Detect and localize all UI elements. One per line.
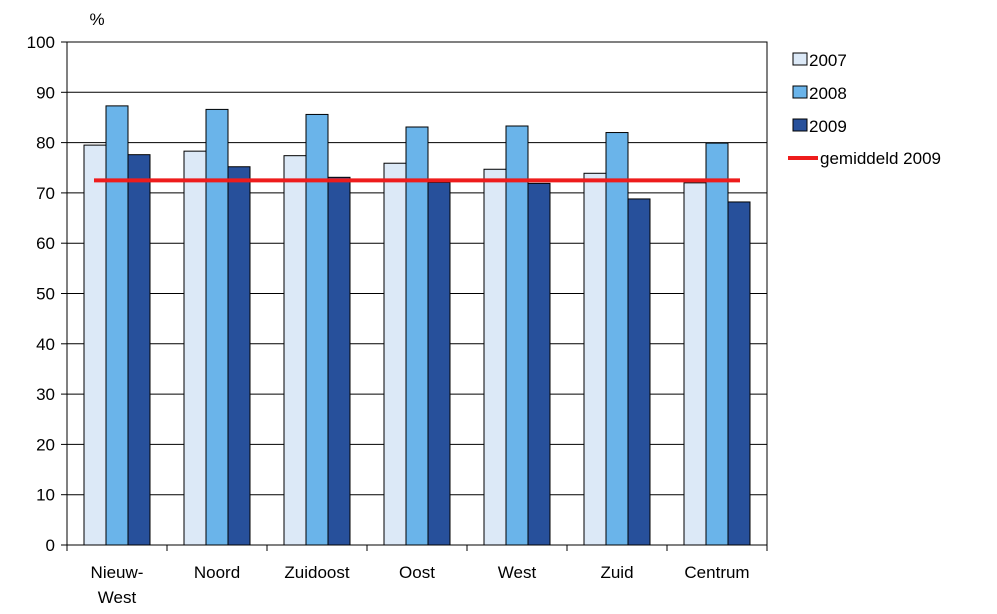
legend-label: 2007 (809, 51, 847, 70)
bar-2008-6 (705, 142, 729, 546)
y-tick-label: 0 (46, 536, 55, 555)
bar-2009-4 (527, 182, 551, 546)
bar-2009-5 (627, 198, 651, 546)
x-category-label-line: Oost (399, 563, 435, 582)
x-category-label: Zuid (600, 563, 633, 582)
bar-2008-3 (405, 126, 429, 546)
y-tick-label: 100 (27, 33, 55, 52)
x-category-label-line: Nieuw- (91, 563, 144, 582)
axes (61, 41, 768, 551)
bar-2008-4 (505, 125, 529, 546)
bar-2007-6 (683, 182, 707, 546)
bar-2009-2 (327, 176, 351, 546)
bar-2009-6 (727, 201, 751, 546)
bar-2009-1 (227, 166, 251, 546)
y-tick-label: 30 (36, 385, 55, 404)
x-category-label-line: West (498, 563, 537, 582)
bars (83, 105, 751, 546)
bar-2007-5 (583, 172, 607, 546)
axis-labels: 0 10 20 30 40 50 60 70 80 90 100% Nieuw- West Noord Zu… (27, 10, 750, 607)
y-tick-label: 70 (36, 184, 55, 203)
y-tick-label: 20 (36, 435, 55, 454)
plot-frame (66, 41, 768, 546)
x-category-label-line: Zuid (600, 563, 633, 582)
legend: 2007 2008 2009 gemiddeld 2009 (788, 51, 941, 168)
bar-2007-1 (183, 150, 207, 546)
legend-swatch-2009 (792, 118, 808, 132)
x-category-label: West (498, 563, 537, 582)
legend-swatch-2007 (792, 52, 808, 66)
x-category-label: Zuidoost (284, 563, 349, 582)
y-tick-label: 60 (36, 234, 55, 253)
bar-2008-1 (205, 108, 229, 546)
legend-label: gemiddeld 2009 (820, 149, 941, 168)
bar-2007-3 (383, 162, 407, 546)
bar-2007-0 (83, 144, 107, 546)
x-category-label: Centrum (684, 563, 749, 582)
x-category-label-line: Noord (194, 563, 240, 582)
y-axis-unit-label: % (89, 10, 104, 29)
y-tick-label: 50 (36, 285, 55, 304)
x-category-label: Noord (194, 563, 240, 582)
x-category-label-line: Centrum (684, 563, 749, 582)
bar-2007-4 (483, 168, 507, 546)
x-category-label: Oost (399, 563, 435, 582)
y-tick-label: 10 (36, 486, 55, 505)
bar-2007-2 (283, 155, 307, 546)
bar-2009-3 (427, 181, 451, 546)
bar-2008-5 (605, 132, 629, 546)
x-category-label: Nieuw- West (91, 563, 144, 607)
x-category-label-line: West (98, 588, 137, 607)
y-tick-label: 90 (36, 83, 55, 102)
legend-label: 2008 (809, 84, 847, 103)
bar-2008-0 (105, 105, 129, 546)
bar-2009-0 (127, 154, 151, 546)
x-category-label-line: Zuidoost (284, 563, 349, 582)
y-tick-label: 40 (36, 335, 55, 354)
y-tick-label: 80 (36, 134, 55, 153)
legend-swatch-2008 (792, 85, 808, 99)
legend-label: 2009 (809, 117, 847, 136)
